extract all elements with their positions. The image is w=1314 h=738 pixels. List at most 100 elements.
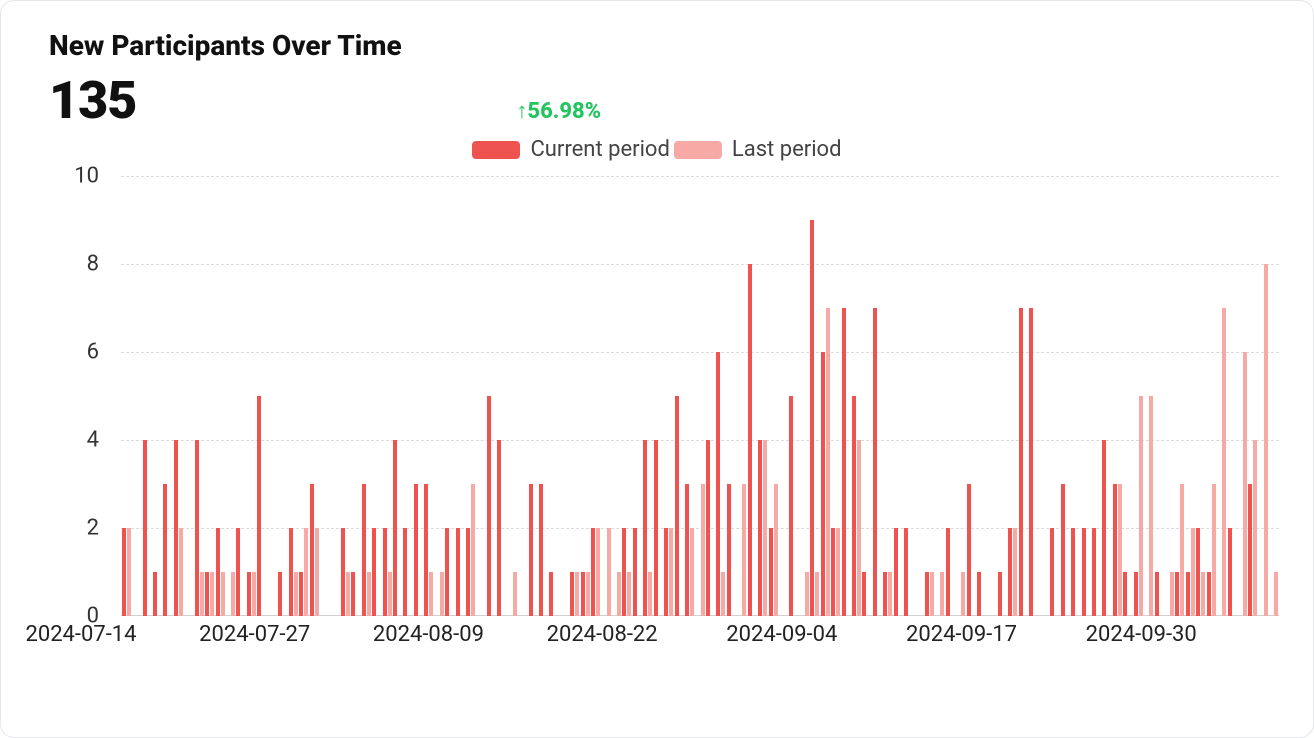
bar-current[interactable] bbox=[122, 528, 126, 616]
legend-item-current[interactable]: Current period bbox=[472, 137, 669, 162]
bar-last[interactable] bbox=[1191, 528, 1195, 616]
bar-current[interactable] bbox=[205, 572, 209, 616]
bar-last[interactable] bbox=[940, 572, 944, 616]
bar-last[interactable] bbox=[231, 572, 235, 616]
bar-last[interactable] bbox=[701, 484, 705, 616]
bar-current[interactable] bbox=[1134, 572, 1138, 616]
bar-last[interactable] bbox=[1118, 484, 1122, 616]
bar-current[interactable] bbox=[487, 396, 491, 616]
bar-last[interactable] bbox=[575, 572, 579, 616]
bar-last[interactable] bbox=[367, 572, 371, 616]
bar-last[interactable] bbox=[1180, 484, 1184, 616]
bar-last[interactable] bbox=[763, 440, 767, 616]
bar-last[interactable] bbox=[669, 528, 673, 616]
bar-current[interactable] bbox=[153, 572, 157, 616]
bar-last[interactable] bbox=[221, 572, 225, 616]
bar-last[interactable] bbox=[961, 572, 965, 616]
bar-last[interactable] bbox=[304, 528, 308, 616]
bar-last[interactable] bbox=[179, 528, 183, 616]
bar-last[interactable] bbox=[617, 572, 621, 616]
bar-last[interactable] bbox=[857, 440, 861, 616]
bar-current[interactable] bbox=[894, 528, 898, 616]
bar-last[interactable] bbox=[930, 572, 934, 616]
bar-current[interactable] bbox=[299, 572, 303, 616]
bar-current[interactable] bbox=[716, 352, 720, 616]
bar-current[interactable] bbox=[143, 440, 147, 616]
bar-current[interactable] bbox=[163, 484, 167, 616]
bar-current[interactable] bbox=[1175, 572, 1179, 616]
bar-last[interactable] bbox=[815, 572, 819, 616]
bar-last[interactable] bbox=[721, 572, 725, 616]
bar-current[interactable] bbox=[685, 484, 689, 616]
bar-last[interactable] bbox=[440, 572, 444, 616]
bar-last[interactable] bbox=[1243, 352, 1247, 616]
bar-current[interactable] bbox=[967, 484, 971, 616]
bar-current[interactable] bbox=[289, 528, 293, 616]
bar-last[interactable] bbox=[1149, 396, 1153, 616]
bar-current[interactable] bbox=[873, 308, 877, 616]
bar-current[interactable] bbox=[769, 528, 773, 616]
bar-current[interactable] bbox=[883, 572, 887, 616]
bar-last[interactable] bbox=[607, 528, 611, 616]
bar-current[interactable] bbox=[414, 484, 418, 616]
bar-current[interactable] bbox=[1092, 528, 1096, 616]
bar-current[interactable] bbox=[362, 484, 366, 616]
bar-current[interactable] bbox=[403, 528, 407, 616]
bar-current[interactable] bbox=[1029, 308, 1033, 616]
bar-current[interactable] bbox=[1102, 440, 1106, 616]
bar-current[interactable] bbox=[1155, 572, 1159, 616]
bar-current[interactable] bbox=[445, 528, 449, 616]
bar-current[interactable] bbox=[1071, 528, 1075, 616]
bar-last[interactable] bbox=[1212, 484, 1216, 616]
bar-current[interactable] bbox=[904, 528, 908, 616]
bar-last[interactable] bbox=[294, 572, 298, 616]
bar-last[interactable] bbox=[388, 572, 392, 616]
bar-current[interactable] bbox=[529, 484, 533, 616]
bar-last[interactable] bbox=[596, 528, 600, 616]
bar-last[interactable] bbox=[1013, 528, 1017, 616]
bar-last[interactable] bbox=[1264, 264, 1268, 616]
bar-current[interactable] bbox=[727, 484, 731, 616]
bar-current[interactable] bbox=[706, 440, 710, 616]
bar-current[interactable] bbox=[1123, 572, 1127, 616]
bar-current[interactable] bbox=[278, 572, 282, 616]
bar-last[interactable] bbox=[429, 572, 433, 616]
bar-last[interactable] bbox=[210, 572, 214, 616]
bar-current[interactable] bbox=[497, 440, 501, 616]
bar-current[interactable] bbox=[216, 528, 220, 616]
bar-current[interactable] bbox=[1248, 484, 1252, 616]
bar-current[interactable] bbox=[1008, 528, 1012, 616]
bar-current[interactable] bbox=[622, 528, 626, 616]
bar-last[interactable] bbox=[1274, 572, 1278, 616]
bar-last[interactable] bbox=[513, 572, 517, 616]
bar-current[interactable] bbox=[977, 572, 981, 616]
bar-current[interactable] bbox=[1228, 528, 1232, 616]
bar-current[interactable] bbox=[831, 528, 835, 616]
bar-last[interactable] bbox=[1201, 572, 1205, 616]
bar-current[interactable] bbox=[925, 572, 929, 616]
bar-current[interactable] bbox=[821, 352, 825, 616]
bar-current[interactable] bbox=[456, 528, 460, 616]
bar-current[interactable] bbox=[758, 440, 762, 616]
bar-current[interactable] bbox=[654, 440, 658, 616]
bar-current[interactable] bbox=[174, 440, 178, 616]
bar-current[interactable] bbox=[842, 308, 846, 616]
bar-current[interactable] bbox=[675, 396, 679, 616]
bar-current[interactable] bbox=[1019, 308, 1023, 616]
bar-current[interactable] bbox=[257, 396, 261, 616]
bar-current[interactable] bbox=[195, 440, 199, 616]
bar-current[interactable] bbox=[643, 440, 647, 616]
bar-current[interactable] bbox=[236, 528, 240, 616]
bar-last[interactable] bbox=[200, 572, 204, 616]
bar-last[interactable] bbox=[826, 308, 830, 616]
bar-last[interactable] bbox=[471, 484, 475, 616]
bar-current[interactable] bbox=[748, 264, 752, 616]
bar-current[interactable] bbox=[570, 572, 574, 616]
bar-current[interactable] bbox=[581, 572, 585, 616]
bar-current[interactable] bbox=[946, 528, 950, 616]
bar-current[interactable] bbox=[1186, 572, 1190, 616]
bar-current[interactable] bbox=[789, 396, 793, 616]
bar-last[interactable] bbox=[315, 528, 319, 616]
bar-current[interactable] bbox=[424, 484, 428, 616]
bar-last[interactable] bbox=[648, 572, 652, 616]
